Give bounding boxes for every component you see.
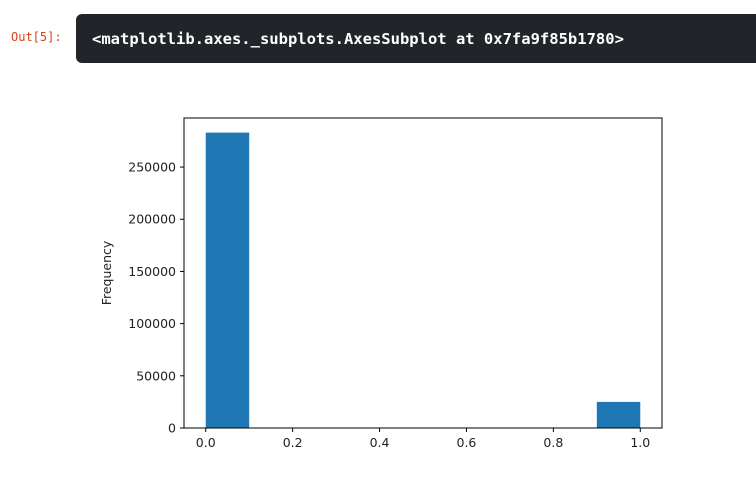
axes-frame xyxy=(183,117,663,429)
y-tick-label: 150000 xyxy=(128,264,176,279)
x-tick-label: 1.0 xyxy=(630,435,650,450)
bars-layer xyxy=(205,132,641,428)
y-tick-label: 250000 xyxy=(128,160,176,175)
y-tick-label: 100000 xyxy=(128,316,176,331)
y-axis-label: Frequency xyxy=(99,240,114,305)
x-tick-label: 0.0 xyxy=(196,435,216,450)
x-tick-label: 0.4 xyxy=(370,435,390,450)
x-tick-label: 0.8 xyxy=(543,435,563,450)
x-tick-label: 0.6 xyxy=(457,435,477,450)
output-prompt: Out[5]: xyxy=(11,30,62,44)
x-tick-label: 0.2 xyxy=(283,435,303,450)
y-ticks-layer: 0 50000 100000 150000 200000 250000 xyxy=(128,160,184,436)
y-tick-label: 200000 xyxy=(128,212,176,227)
x-ticks-layer: 0.0 0.2 0.4 0.6 0.8 1.0 xyxy=(196,428,650,450)
y-tick-label: 50000 xyxy=(136,368,176,383)
histogram-bar-9 xyxy=(596,401,641,428)
histogram-bar-0 xyxy=(205,132,250,428)
output-repr-text: <matplotlib.axes._subplots.AxesSubplot a… xyxy=(92,29,624,48)
output-repr-box: <matplotlib.axes._subplots.AxesSubplot a… xyxy=(76,14,756,63)
y-tick-label: 0 xyxy=(168,421,176,436)
